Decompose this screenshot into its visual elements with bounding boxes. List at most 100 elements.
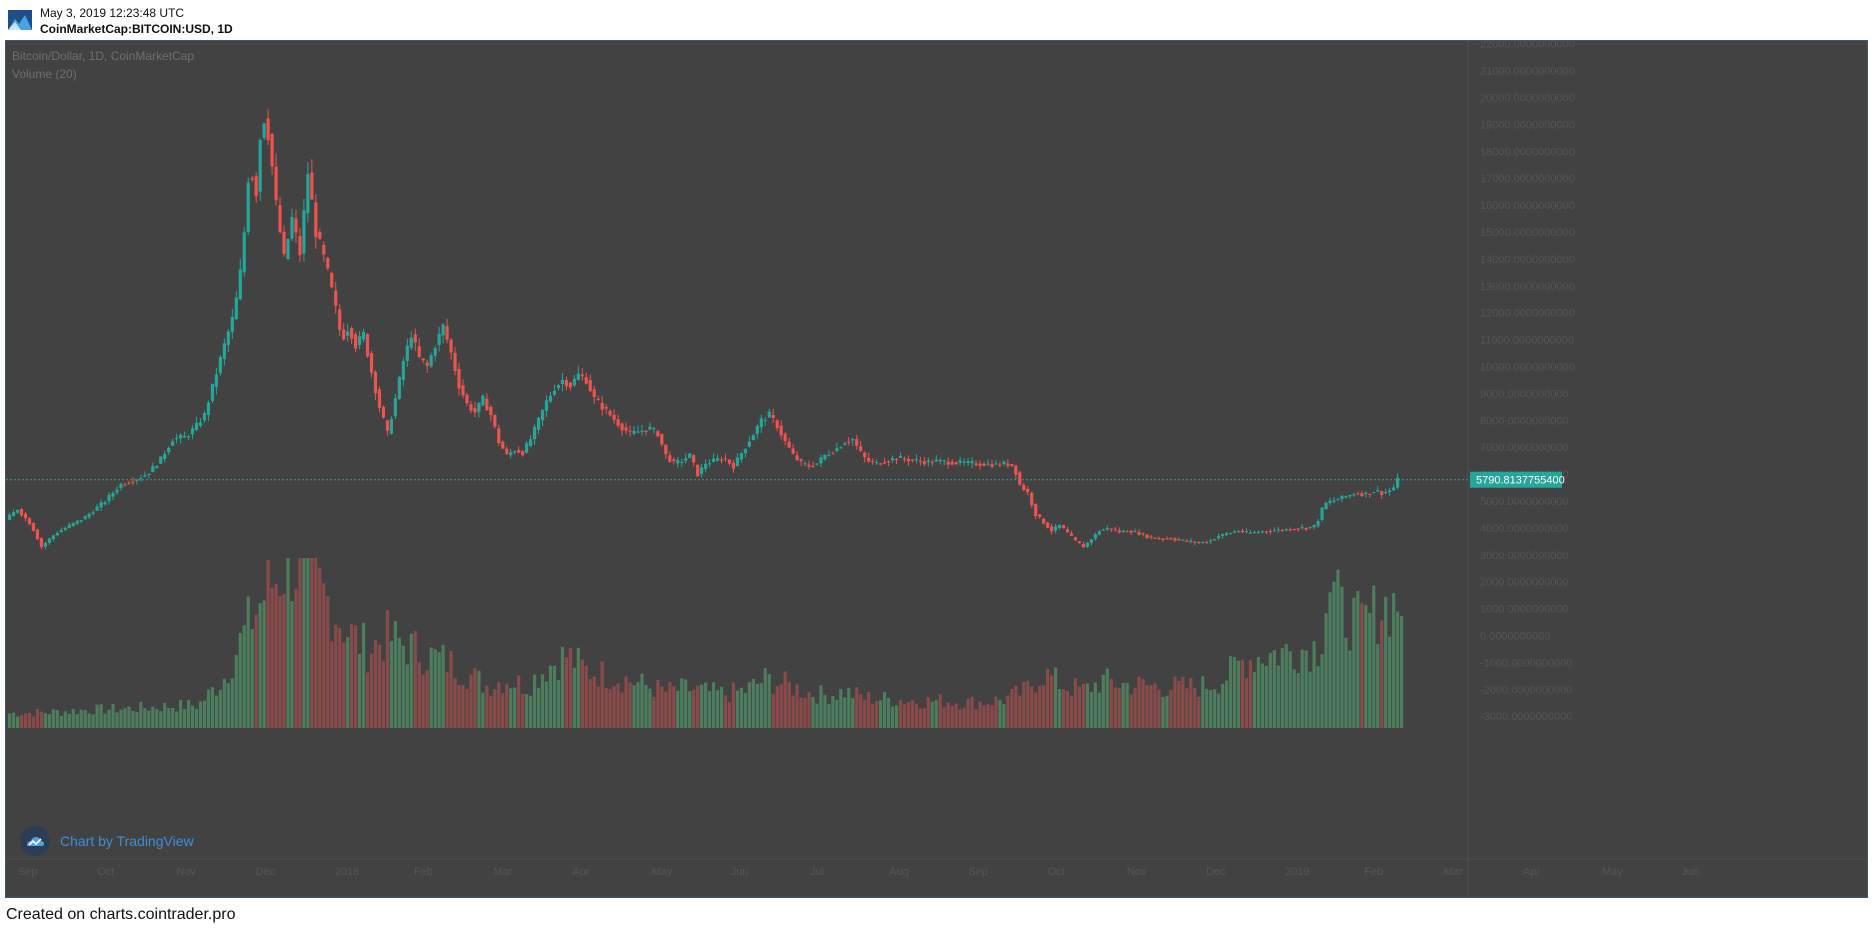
- candle-body: [978, 463, 982, 466]
- candle-body: [206, 402, 211, 415]
- candle-body: [731, 462, 736, 469]
- volume-bar: [851, 697, 855, 728]
- volume-bar: [322, 583, 326, 728]
- candle-body: [994, 463, 998, 465]
- candle-body: [548, 395, 553, 402]
- volume-bar: [139, 701, 143, 728]
- volume-bar: [966, 698, 970, 728]
- candle-body: [318, 232, 322, 240]
- y-tick-label: 22000.0000000000: [1480, 41, 1575, 51]
- candle-body: [1057, 524, 1062, 528]
- tradingview-badge[interactable]: Chart by TradingView: [20, 826, 194, 856]
- volume-bar: [310, 558, 314, 728]
- candle-body: [509, 452, 513, 456]
- volume-bar: [413, 631, 417, 728]
- candle-body: [1344, 496, 1348, 498]
- volume-bar: [950, 705, 954, 728]
- volume-bar: [75, 714, 79, 728]
- volume-bar: [612, 686, 616, 728]
- candle-body: [540, 409, 545, 421]
- volume-bar: [1046, 668, 1050, 728]
- candle-body: [163, 453, 167, 460]
- candle-body: [186, 436, 191, 438]
- candle-body: [1240, 530, 1245, 533]
- volume-bar: [477, 670, 481, 728]
- volume-bar: [473, 668, 477, 728]
- candle-body: [71, 522, 75, 526]
- volume-bar: [521, 693, 525, 728]
- x-tick-label: Sep: [18, 866, 38, 878]
- price-chart[interactable]: 22000.0000000000 21000.0000000000 20000.00…: [6, 41, 1867, 897]
- candle-body: [155, 466, 159, 468]
- volume-bar: [1113, 687, 1117, 728]
- volume-bar: [974, 709, 978, 728]
- candle-body: [612, 414, 616, 420]
- candle-body: [1368, 493, 1372, 495]
- candle-body: [711, 458, 716, 463]
- volume-bar: [258, 603, 262, 728]
- chart-header: May 3, 2019 12:23:48 UTC CoinMarketCap:B…: [0, 0, 1874, 40]
- candle-body: [55, 532, 59, 536]
- volume-bar: [1240, 659, 1245, 728]
- volume-bar: [1042, 685, 1046, 728]
- volume-bar: [1304, 650, 1308, 728]
- candle-body: [1284, 529, 1288, 531]
- candle-body: [1129, 530, 1133, 533]
- candle-body: [998, 464, 1002, 466]
- volume-bar: [616, 683, 620, 728]
- candle-body: [338, 309, 342, 330]
- volume-bar: [95, 704, 99, 728]
- candle-body: [270, 134, 274, 167]
- volume-bar: [453, 678, 457, 728]
- candle-body: [1217, 536, 1221, 539]
- volume-bar: [1376, 644, 1380, 728]
- candle-body: [1089, 539, 1093, 543]
- volume-bar: [1181, 676, 1185, 728]
- candle-body: [684, 458, 688, 461]
- candle-body: [1296, 528, 1300, 530]
- y-tick-label: 1000.0000000000: [1480, 604, 1569, 616]
- candle-body: [175, 438, 179, 440]
- volume-bar: [1360, 603, 1364, 728]
- volume-bar: [1272, 650, 1276, 728]
- volume-bar: [147, 710, 151, 728]
- candle-body: [143, 475, 147, 477]
- candle-body: [298, 236, 302, 256]
- candle-body: [525, 443, 529, 453]
- volume-bar: [107, 709, 111, 728]
- volume-bar: [425, 670, 429, 728]
- candle-body: [501, 441, 505, 449]
- candle-body: [1276, 529, 1280, 531]
- candle-body: [747, 441, 751, 447]
- volume-bar: [298, 558, 302, 728]
- candle-body: [588, 379, 592, 392]
- candle-body: [489, 406, 493, 416]
- volume-bar: [1050, 675, 1054, 728]
- candle-body: [19, 509, 24, 516]
- volume-bar: [1268, 652, 1272, 728]
- volume-bar: [946, 702, 950, 728]
- candle-body: [151, 466, 155, 473]
- volume-bar: [155, 709, 159, 728]
- x-tick-label: May: [652, 866, 673, 878]
- volume-bar: [1002, 704, 1006, 728]
- y-tick-label: 19000.0000000000: [1480, 119, 1575, 131]
- volume-bar: [1077, 686, 1082, 728]
- volume-bar: [600, 661, 604, 728]
- candle-body: [59, 530, 63, 533]
- volume-bar: [1288, 651, 1292, 728]
- volume-bar: [437, 652, 441, 728]
- volume-bar: [198, 701, 203, 728]
- candle-body: [385, 420, 390, 431]
- candle-body: [8, 514, 12, 520]
- candle-body: [103, 502, 107, 505]
- volume-bar: [823, 694, 827, 728]
- volume-bar: [1296, 673, 1300, 728]
- candle-body: [127, 483, 131, 485]
- volume-bar: [282, 594, 286, 728]
- volume-bar: [954, 703, 958, 728]
- volume-bar: [564, 657, 568, 728]
- candle-body: [660, 433, 664, 445]
- candle-body: [632, 430, 636, 434]
- candle-body: [179, 434, 183, 439]
